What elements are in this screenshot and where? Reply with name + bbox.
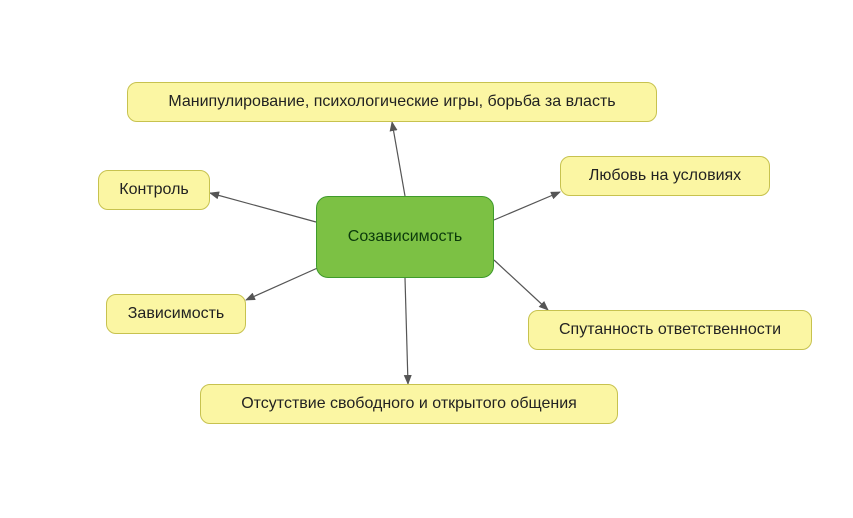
diagram-canvas: Созависимость Манипулирование, психологи… — [0, 0, 853, 518]
edge-arrow — [210, 193, 316, 222]
leaf-label: Контроль — [119, 181, 189, 199]
leaf-node-conditional-love: Любовь на условиях — [560, 156, 770, 196]
center-node: Созависимость — [316, 196, 494, 278]
leaf-node-no-open-communication: Отсутствие свободного и открытого общени… — [200, 384, 618, 424]
edge-arrow — [494, 260, 548, 310]
edge-arrow — [494, 192, 560, 220]
leaf-label: Любовь на условиях — [589, 167, 741, 185]
edge-arrow — [392, 122, 405, 196]
edge-arrow — [246, 266, 322, 300]
center-node-label: Созависимость — [348, 228, 462, 246]
leaf-node-manipulation: Манипулирование, психологические игры, б… — [127, 82, 657, 122]
leaf-node-responsibility-confusion: Спутанность ответственности — [528, 310, 812, 350]
leaf-node-dependency: Зависимость — [106, 294, 246, 334]
leaf-label: Спутанность ответственности — [559, 321, 781, 339]
leaf-node-control: Контроль — [98, 170, 210, 210]
edge-arrow — [405, 278, 408, 384]
leaf-label: Манипулирование, психологические игры, б… — [168, 93, 615, 111]
leaf-label: Отсутствие свободного и открытого общени… — [241, 395, 577, 413]
leaf-label: Зависимость — [128, 305, 225, 323]
